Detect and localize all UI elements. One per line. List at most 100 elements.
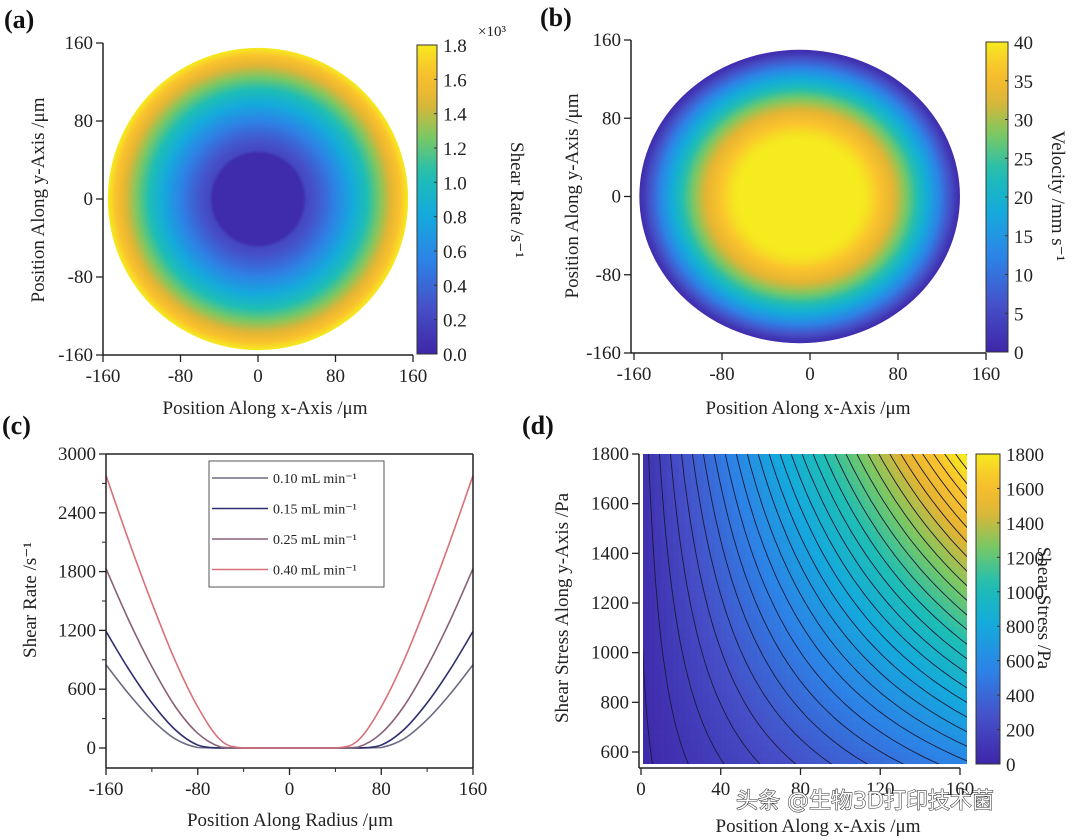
contour-cell <box>955 686 962 694</box>
contour-cell <box>793 585 800 592</box>
contour-cell <box>919 734 926 741</box>
contour-cell <box>907 543 914 550</box>
contour-cell <box>931 489 938 497</box>
contour-cell <box>655 471 662 479</box>
contour-cell <box>955 626 962 634</box>
contour-cell <box>787 752 794 759</box>
contour-cell <box>895 513 902 521</box>
contour-cell <box>643 686 650 694</box>
contour-cell <box>961 597 967 604</box>
contour-cell <box>805 573 812 580</box>
contour-cell <box>865 609 872 616</box>
contour-cell <box>865 650 872 658</box>
contour-cell <box>787 638 794 646</box>
contour-cell <box>643 501 650 509</box>
contour-cell <box>931 638 938 646</box>
contour-cell <box>817 454 824 461</box>
contour-cell <box>673 668 680 676</box>
contour-cell <box>829 609 836 616</box>
contour-cell <box>733 603 740 610</box>
contour-cell <box>853 531 860 539</box>
contour-cell <box>769 465 776 473</box>
contour-cell <box>697 614 704 622</box>
contour-cell <box>757 531 764 539</box>
contour-cell <box>739 609 746 616</box>
contour-cell <box>823 758 830 764</box>
contour-cell <box>691 614 698 622</box>
contour-cell <box>961 752 967 759</box>
contour-cell <box>667 483 674 491</box>
contour-cell <box>685 740 692 747</box>
contour-cell <box>655 674 662 682</box>
contour-cell <box>889 722 896 729</box>
contour-cell <box>739 686 746 694</box>
contour-cell <box>673 662 680 670</box>
contour-cell <box>931 614 938 622</box>
contour-cell <box>739 561 746 568</box>
contour-cell <box>895 644 902 652</box>
contour-cell <box>721 740 728 747</box>
contour-cell <box>661 680 668 688</box>
contour-cell <box>823 620 830 628</box>
contour-cell <box>769 680 776 688</box>
contour-cell <box>889 620 896 628</box>
contour-cell <box>787 609 794 616</box>
contour-cell <box>847 674 854 682</box>
contour-cell <box>829 656 836 664</box>
contour-cell <box>799 525 806 533</box>
contour-cell <box>757 734 764 741</box>
contour-cell <box>721 632 728 640</box>
contour-cell <box>871 525 878 533</box>
contour-cell <box>697 716 704 723</box>
contour-cell <box>691 644 698 652</box>
contour-cell <box>841 734 848 741</box>
contour-cell <box>745 543 752 550</box>
contour-cell <box>661 537 668 545</box>
contour-cell <box>751 716 758 723</box>
contour-cell <box>895 537 902 545</box>
contour-cell <box>841 489 848 497</box>
contour-cell <box>919 650 926 658</box>
contour-cell <box>715 644 722 652</box>
contour-cell <box>931 698 938 705</box>
contour-cell <box>673 710 680 717</box>
watermark-text: 头条 @生物3D打印技术菌 <box>736 789 994 814</box>
contour-cell <box>727 555 734 562</box>
contour-cell <box>649 519 656 527</box>
contour-cell <box>679 537 686 545</box>
contour-cell <box>811 591 818 598</box>
contour-cell <box>955 579 962 586</box>
contour-cell <box>961 531 967 539</box>
contour-cell <box>649 609 656 616</box>
contour-cell <box>871 513 878 521</box>
contour-cell <box>883 585 890 592</box>
contour-cell <box>781 716 788 723</box>
x-tick-label: 160 <box>946 779 975 800</box>
contour-cell <box>667 644 674 652</box>
contour-cell <box>823 501 830 509</box>
contour-cell <box>745 561 752 568</box>
contour-cell <box>889 626 896 634</box>
contour-cell <box>739 704 746 711</box>
contour-cell <box>649 555 656 562</box>
contour-cell <box>757 680 764 688</box>
contour-cell <box>655 597 662 604</box>
contour-cell <box>955 638 962 646</box>
contour-cell <box>733 489 740 497</box>
contour-cell <box>673 609 680 616</box>
contour-cell <box>871 668 878 676</box>
contour-cell <box>745 477 752 485</box>
contour-cell <box>937 752 944 759</box>
contour-cell <box>799 662 806 670</box>
contour-cell <box>925 477 932 485</box>
contour-cell <box>943 680 950 688</box>
contour-cell <box>811 477 818 485</box>
contour-cell <box>769 722 776 729</box>
contour-cell <box>643 746 650 753</box>
contour-cell <box>913 734 920 741</box>
contour-cell <box>739 716 746 723</box>
contour-cell <box>673 555 680 562</box>
contour-cell <box>925 501 932 509</box>
contour-cell <box>649 752 656 759</box>
contour-cell <box>835 620 842 628</box>
